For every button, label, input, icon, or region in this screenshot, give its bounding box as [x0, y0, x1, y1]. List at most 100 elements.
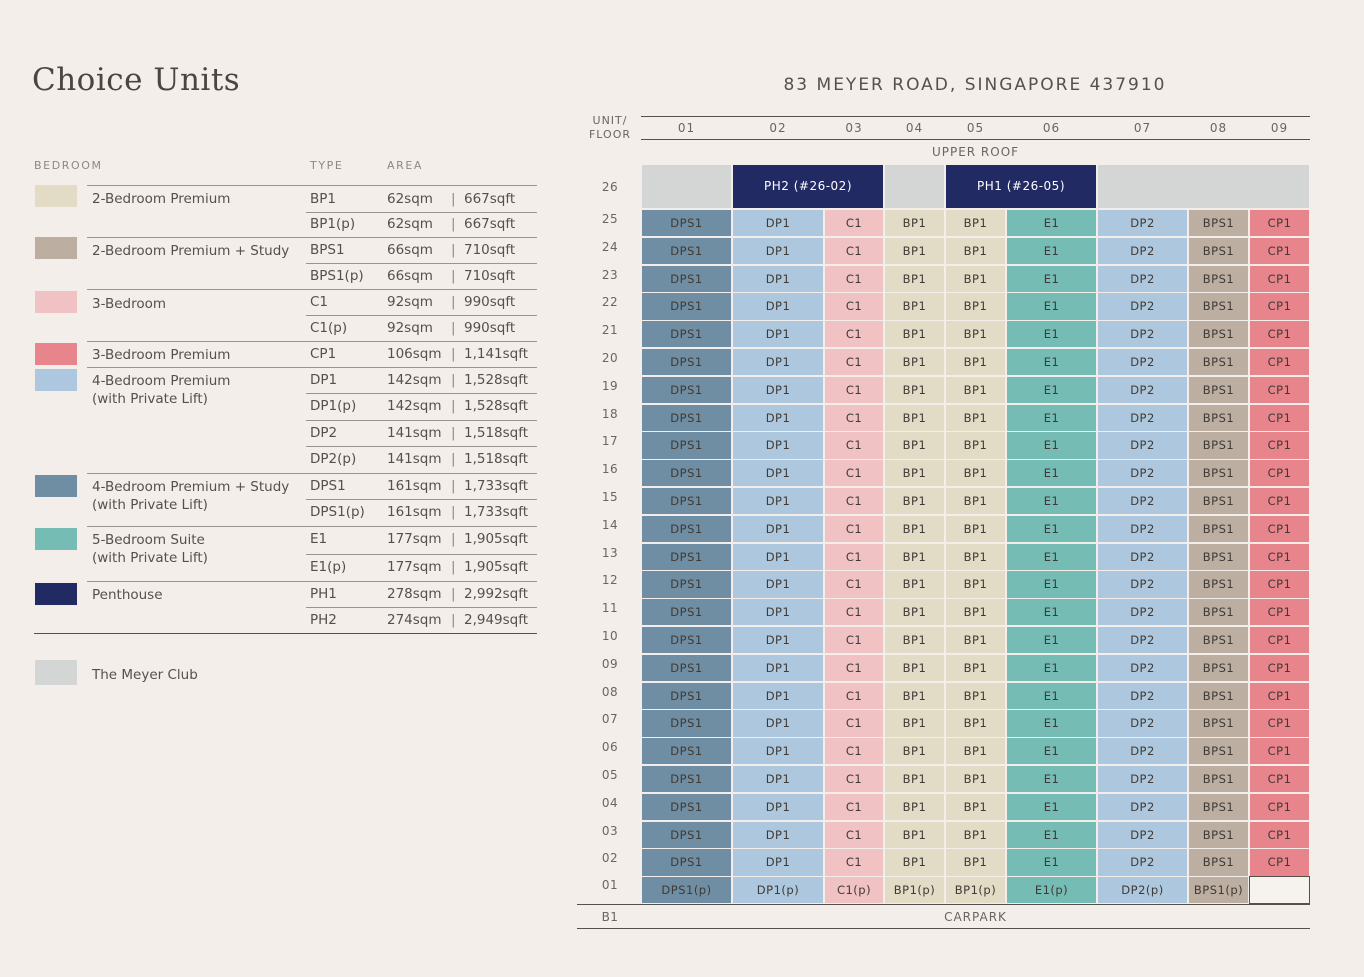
legend-row: C1(p) 92sqm | 990sqft	[306, 315, 537, 342]
unit-cell: E1	[1006, 375, 1097, 405]
floor-label: 04	[601, 795, 619, 810]
unit-cell: DP2	[1097, 792, 1188, 822]
unit-cell: C1	[824, 459, 884, 488]
unit-cell: E1	[1006, 737, 1097, 766]
legend-sqft: 1,518sqft	[464, 425, 529, 441]
unit-cell: BP1	[884, 792, 945, 822]
penthouse-block: PH2 (#26-02)	[732, 164, 884, 209]
legend-swatch	[35, 237, 77, 259]
unit-cell: DP1	[732, 236, 824, 266]
floor-label: 15	[601, 490, 619, 504]
unit-cell: DP2	[1097, 292, 1188, 321]
legend-divider	[87, 581, 306, 582]
unit-cell: BPS1	[1188, 542, 1249, 571]
unit-cell: BPS1	[1188, 209, 1249, 238]
unit-cell: DP1	[732, 459, 824, 488]
unit-cell: CP1	[1249, 820, 1310, 849]
legend-separator: |	[451, 242, 456, 258]
unit-cell: DP2	[1097, 820, 1188, 849]
legend-divider	[87, 341, 306, 342]
floor-label: 05	[601, 768, 619, 782]
legend-separator: |	[451, 294, 456, 310]
legend-sqm: 141sqm	[387, 425, 442, 441]
unit-cell: C1(p)	[824, 876, 884, 905]
legend-sqft: 1,905sqft	[464, 531, 529, 547]
unit-cell: BP1	[884, 765, 945, 794]
unit-cell: E1	[1006, 681, 1097, 710]
unit-cell: DP1	[732, 431, 824, 460]
legend-swatch	[35, 583, 77, 605]
legend-name-line: (with Private Lift)	[92, 391, 208, 407]
unit-cell: DPS1	[641, 487, 732, 516]
unit-cell: CP1	[1249, 542, 1310, 571]
unit-cell: DP2	[1097, 848, 1188, 877]
legend-separator: |	[451, 268, 456, 284]
floor-label: 13	[601, 545, 619, 560]
unit-cell: BP1	[884, 348, 945, 377]
floor-label: 25	[601, 212, 619, 226]
floor-label: 12	[601, 573, 619, 588]
legend-row: PH1 278sqm | 2,992sqft	[306, 581, 537, 608]
unit-cell: DP2	[1097, 514, 1188, 544]
unit-cell: CP1	[1249, 598, 1310, 627]
unit-column-header: 02	[769, 121, 787, 135]
legend-type: DP1(p)	[310, 398, 357, 414]
floor-label: 10	[601, 629, 619, 643]
legend-sqm: 66sqm	[387, 268, 433, 284]
unit-cell: DPS1	[641, 792, 732, 822]
unit-cell: DP1	[732, 570, 824, 599]
unit-cell: C1	[824, 848, 884, 877]
unit-cell: BP1	[945, 320, 1006, 349]
unit-cell: BPS1	[1188, 375, 1249, 405]
unit-cell: CP1	[1249, 320, 1310, 349]
unit-cell: CP1	[1249, 626, 1310, 655]
legend-sqft: 1,528sqft	[464, 398, 529, 414]
unit-cell: DPS1	[641, 848, 732, 877]
legend-divider	[87, 367, 306, 368]
floor-label: 20	[601, 351, 619, 365]
legend-header-area: AREA	[387, 159, 424, 172]
unit-cell: DP1	[732, 542, 824, 571]
unit-cell: BP1	[884, 626, 945, 655]
legend-swatch	[35, 291, 77, 313]
legend-sqm: 62sqm	[387, 191, 433, 207]
unit-cell: DPS1	[641, 653, 732, 683]
unit-cell: BPS1	[1188, 236, 1249, 266]
unit-cell: DPS1	[641, 681, 732, 710]
unit-cell: BPS1	[1188, 320, 1249, 349]
legend-divider	[87, 526, 306, 527]
legend-type: DPS1(p)	[310, 504, 365, 520]
legend-name-line: Penthouse	[92, 587, 163, 603]
legend-bedroom-name: 4-Bedroom Premium + Study (with Private L…	[92, 478, 289, 514]
legend-type: PH1	[310, 586, 337, 602]
upper-roof-label: UPPER ROOF	[931, 145, 1020, 159]
legend-swatch-club	[35, 660, 77, 685]
unit-cell: BPS1	[1188, 792, 1249, 822]
legend-row: DP2(p) 141sqm | 1,518sqft	[306, 446, 537, 474]
unit-cell: C1	[824, 375, 884, 405]
unit-cell: CP1	[1249, 236, 1310, 266]
legend-type: E1	[310, 531, 328, 547]
unit-cell: BP1	[884, 264, 945, 293]
unit-cell: DPS1	[641, 403, 732, 432]
unit-cell: BP1	[945, 487, 1006, 516]
legend-sqft: 1,733sqft	[464, 504, 529, 520]
unit-cell: BPS1	[1188, 598, 1249, 627]
unit-cell: E1	[1006, 542, 1097, 571]
unit-cell: E1	[1006, 570, 1097, 599]
unit-cell: DPS1(p)	[641, 876, 732, 905]
unit-cell: DP1	[732, 765, 824, 794]
unit-cell: C1	[824, 653, 884, 683]
unit-cell: DP1	[732, 320, 824, 349]
unit-cell: DP2	[1097, 403, 1188, 432]
legend-bedroom-name: 3-Bedroom Premium	[92, 346, 230, 364]
unit-cell: BP1	[884, 320, 945, 349]
unit-cell: DP1	[732, 348, 824, 377]
legend-type: E1(p)	[310, 559, 347, 575]
legend-name-line: (with Private Lift)	[92, 550, 208, 566]
unit-cell: BP1	[884, 570, 945, 599]
legend-sqft: 1,528sqft	[464, 372, 529, 388]
legend-type: BPS1(p)	[310, 268, 364, 284]
unit-cell: DP1(p)	[732, 876, 824, 905]
unit-cell: BP1	[884, 681, 945, 710]
